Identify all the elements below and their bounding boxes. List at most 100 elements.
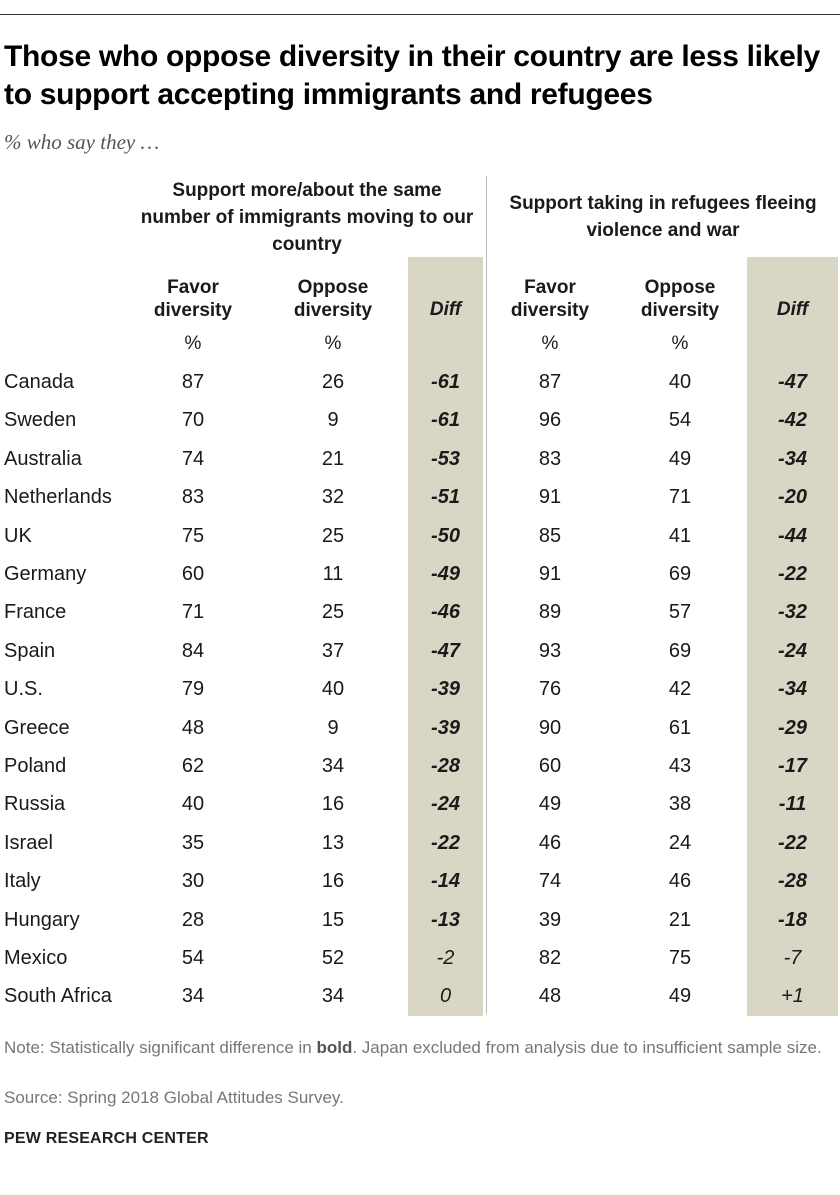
- table-row: Spain 84 37 -47 93 69 -24: [0, 638, 840, 676]
- ref-favor-cell: 48: [538, 985, 562, 1008]
- imm-oppose-cell: 32: [321, 486, 345, 509]
- ref-oppose-cell: 69: [668, 563, 692, 585]
- source-note: Source: Spring 2018 Global Attitudes Sur…: [4, 1088, 344, 1107]
- country-cell: Mexico: [4, 947, 68, 969]
- footnote-bold-word: bold: [316, 1038, 353, 1057]
- country-cell: Australia: [4, 447, 82, 470]
- ref-favor-cell: 82: [538, 947, 562, 969]
- imm-favor-cell: 34: [181, 985, 205, 1008]
- ref-diff-cell: -24: [778, 639, 807, 662]
- imm-favor-cell: 30: [181, 870, 205, 893]
- country-cell: Germany: [4, 563, 87, 585]
- imm-diff-cell: -50: [431, 524, 460, 547]
- imm-oppose-cell: 9: [327, 409, 339, 432]
- table-row: Canada 87 26 -61 87 40 -47: [0, 369, 840, 407]
- top-rule: [0, 14, 840, 15]
- imm-oppose-cell: 11: [322, 563, 344, 585]
- ref-oppose-cell: 46: [668, 870, 692, 893]
- imm-diff-cell: -47: [431, 639, 460, 662]
- imm-favor-cell: 71: [181, 601, 205, 624]
- ref-favor-cell: 74: [538, 870, 562, 893]
- ref-diff-cell: -17: [778, 755, 807, 777]
- ref-favor-cell: 96: [538, 409, 562, 432]
- country-cell: Spain: [4, 639, 56, 662]
- ref-diff-cell: -18: [778, 908, 807, 931]
- ref-favor-cell: 60: [538, 755, 562, 777]
- imm-diff-cell: -49: [431, 563, 460, 585]
- imm-diff-cell: -2: [436, 947, 455, 969]
- imm-oppose-cell: 34: [321, 985, 345, 1008]
- imm-favor-cell: 54: [181, 947, 205, 969]
- imm-favor-cell: 84: [181, 639, 205, 662]
- imm-diff-cell: -14: [431, 870, 460, 893]
- imm-oppose-cell: 16: [321, 870, 345, 893]
- ref-oppose-cell: 21: [668, 908, 692, 931]
- country-cell: U.S.: [4, 678, 43, 701]
- ref-diff-cell: -7: [783, 947, 802, 969]
- imm-oppose-cell: 52: [321, 947, 345, 969]
- imm-oppose-cell: 25: [321, 601, 345, 624]
- table-row: Australia 74 21 -53 83 49 -34: [0, 446, 840, 484]
- ref-diff-cell: -32: [778, 601, 807, 624]
- imm-oppose-cell: 37: [321, 639, 345, 662]
- group-header-immigrants: Support more/about the same number of im…: [140, 180, 474, 255]
- country-cell: Sweden: [4, 409, 77, 432]
- ref-diff-cell: -29: [778, 716, 807, 739]
- unit-ref-oppose: %: [671, 333, 689, 354]
- imm-diff-cell: 0: [439, 985, 452, 1008]
- ref-oppose-cell: 49: [668, 447, 692, 470]
- ref-oppose-cell: 24: [668, 831, 692, 854]
- ref-diff-cell: -28: [778, 870, 807, 893]
- col-header-imm-diff: Diff: [429, 299, 462, 320]
- ref-diff-cell: -34: [778, 447, 807, 470]
- imm-diff-cell: -61: [431, 409, 460, 432]
- footnote: Note: Statistically significant differen…: [4, 1038, 822, 1057]
- imm-diff-cell: -28: [431, 755, 460, 777]
- ref-favor-cell: 87: [538, 371, 562, 393]
- ref-oppose-cell: 69: [668, 639, 692, 662]
- col-header-imm-favor: Favor diversity: [153, 277, 233, 321]
- ref-oppose-cell: 41: [668, 524, 692, 547]
- ref-favor-cell: 76: [538, 678, 562, 701]
- imm-favor-cell: 60: [181, 563, 205, 585]
- imm-oppose-cell: 13: [321, 831, 345, 854]
- imm-oppose-cell: 34: [321, 755, 345, 777]
- diff-column-shading-refugees: [747, 257, 838, 1016]
- chart-subtitle: % who say they …: [4, 130, 160, 154]
- ref-favor-cell: 89: [538, 601, 562, 624]
- table-row: France 71 25 -46 89 57 -32: [0, 599, 840, 637]
- imm-oppose-cell: 21: [321, 447, 345, 470]
- col-header-imm-oppose: Oppose diversity: [293, 277, 373, 321]
- imm-favor-cell: 62: [181, 755, 205, 777]
- table-row: Mexico 54 52 -2 82 75 -7: [0, 945, 840, 983]
- col-header-ref-favor: Favor diversity: [510, 277, 590, 321]
- ref-favor-cell: 91: [538, 486, 562, 509]
- ref-oppose-cell: 49: [668, 985, 692, 1008]
- table-row: Israel 35 13 -22 46 24 -22: [0, 830, 840, 868]
- country-cell: Hungary: [4, 908, 80, 931]
- imm-diff-cell: -13: [431, 908, 460, 931]
- ref-diff-cell: -22: [778, 563, 807, 585]
- ref-diff-cell: -20: [778, 486, 807, 509]
- imm-oppose-cell: 15: [321, 908, 345, 931]
- table-row: UK 75 25 -50 85 41 -44: [0, 523, 840, 561]
- ref-oppose-cell: 75: [668, 947, 692, 969]
- country-cell: UK: [4, 524, 32, 547]
- country-cell: Greece: [4, 716, 70, 739]
- country-cell: South Africa: [4, 985, 112, 1008]
- imm-diff-cell: -39: [431, 678, 460, 701]
- ref-diff-cell: -11: [778, 793, 807, 816]
- imm-favor-cell: 48: [181, 716, 205, 739]
- ref-favor-cell: 39: [538, 908, 562, 931]
- imm-favor-cell: 75: [181, 524, 205, 547]
- imm-oppose-cell: 26: [321, 371, 345, 393]
- ref-favor-cell: 93: [538, 639, 562, 662]
- ref-diff-cell: -47: [778, 371, 807, 393]
- table-row: South Africa 34 34 0 48 49 +1: [0, 983, 840, 1021]
- table-row: U.S. 79 40 -39 76 42 -34: [0, 676, 840, 714]
- country-cell: Canada: [4, 371, 75, 393]
- table-row: Poland 62 34 -28 60 43 -17: [0, 753, 840, 791]
- unit-ref-favor: %: [541, 333, 559, 354]
- imm-diff-cell: -61: [431, 371, 460, 393]
- table-row: Netherlands 83 32 -51 91 71 -20: [0, 484, 840, 522]
